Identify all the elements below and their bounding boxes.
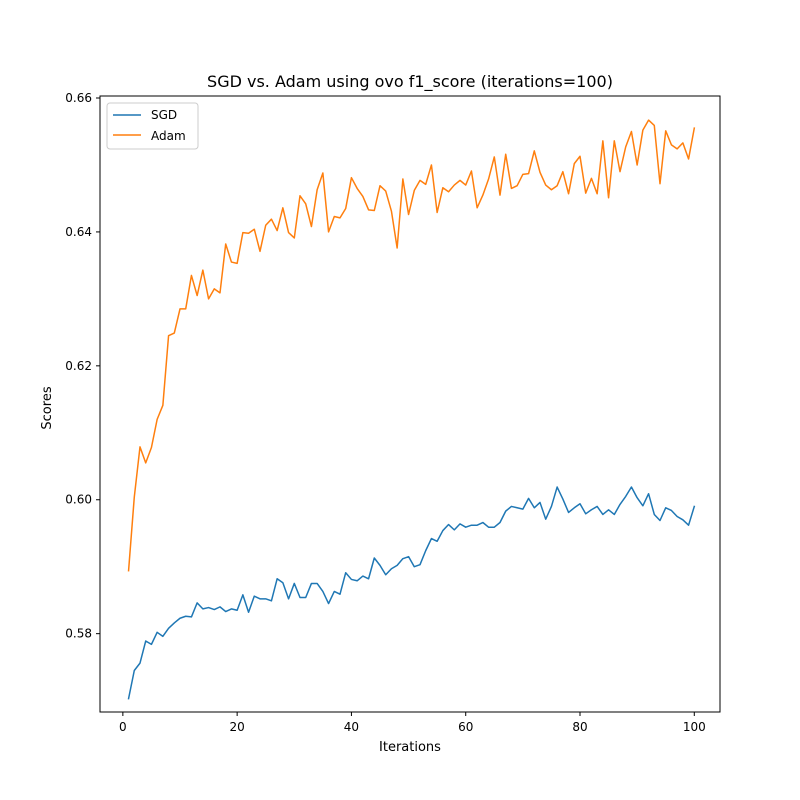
x-tick-label: 20	[230, 720, 245, 734]
y-tick-label: 0.66	[65, 91, 92, 105]
y-tick-label: 0.62	[65, 359, 92, 373]
x-tick-label: 100	[683, 720, 706, 734]
y-tick-label: 0.58	[65, 627, 92, 641]
y-tick-label: 0.60	[65, 493, 92, 507]
series-line-adam	[127, 119, 696, 572]
y-tick-label: 0.64	[65, 225, 92, 239]
y-axis-label: Scores	[40, 386, 55, 429]
plot-lines	[127, 119, 696, 700]
x-tick-label: 40	[344, 720, 359, 734]
x-tick-label: 80	[572, 720, 587, 734]
axis-ticks: 0 20 40 60 80 100 0.58 0.60 0.62 0.64 0.66	[65, 91, 705, 734]
legend-sgd-label: SGD	[151, 108, 177, 122]
x-tick-label: 0	[119, 720, 127, 734]
series-line-sgd	[127, 486, 696, 700]
plot-frame	[99, 95, 721, 713]
chart-title: SGD vs. Adam using ovo f1_score (iterati…	[207, 72, 613, 92]
legend-adam-label: Adam	[151, 129, 186, 143]
x-tick-label: 60	[458, 720, 473, 734]
legend: SGD Adam	[106, 102, 199, 150]
x-axis-label: Iterations	[379, 740, 441, 755]
